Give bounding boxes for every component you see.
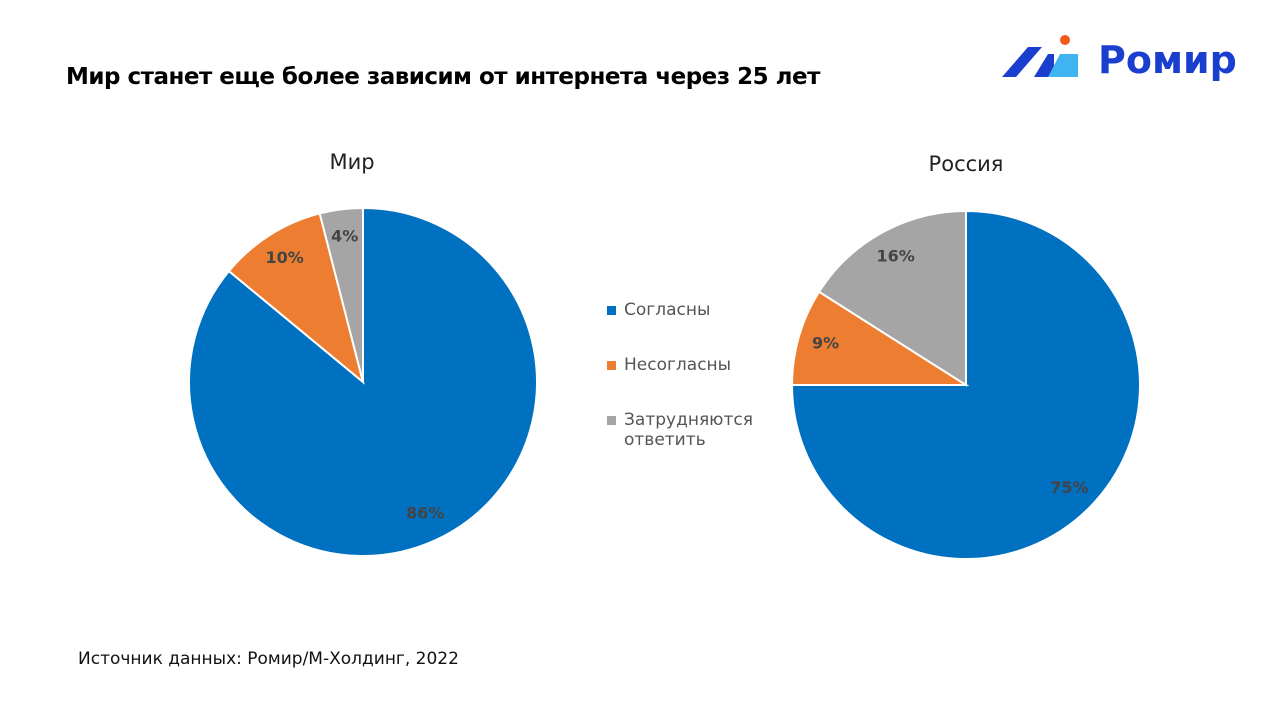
logo-text: Ромир (1098, 38, 1237, 82)
legend-swatch (607, 361, 616, 370)
legend-label: Затрудняются ответить (624, 410, 753, 450)
legend-swatch (607, 306, 616, 315)
legend-item-disagree: Несогласны (607, 355, 753, 375)
romir-logo-icon (1002, 35, 1078, 77)
legend-label: Несогласны (624, 355, 732, 375)
data-label-disagree: 10% (266, 248, 304, 267)
data-label-disagree: 9% (812, 334, 839, 353)
data-label-unsure: 16% (876, 246, 914, 265)
pie-slice-unsure (318, 206, 364, 383)
source-note: Источник данных: Ромир/М-Холдинг, 2022 (78, 649, 459, 669)
data-label-unsure: 4% (331, 226, 358, 245)
legend: Согласны Несогласны Затрудняются ответить (607, 300, 753, 485)
legend-label: Согласны (624, 300, 711, 320)
pie-slice-disagree (227, 212, 365, 385)
data-label-agree: 86% (406, 504, 444, 523)
legend-swatch (607, 416, 616, 425)
chart-title-russia: Россия (928, 152, 1004, 176)
chart-title-world: Мир (329, 150, 375, 174)
data-label-agree: 75% (1050, 478, 1088, 497)
pie-slice-disagree (790, 290, 970, 386)
slide-title: Мир станет еще более зависим от интернет… (66, 64, 820, 90)
legend-item-unsure: Затрудняются ответить (607, 410, 753, 450)
pie-slice-unsure (817, 209, 967, 387)
legend-item-agree: Согласны (607, 300, 753, 320)
